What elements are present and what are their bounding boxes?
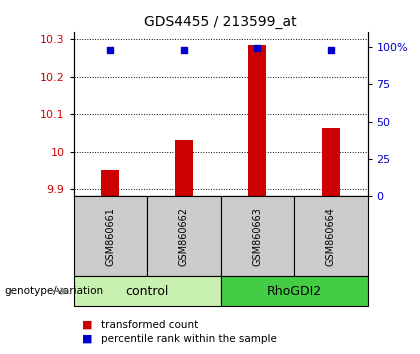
Text: GSM860664: GSM860664 (326, 207, 336, 266)
Bar (220, 276, 368, 306)
Text: genotype/variation: genotype/variation (4, 286, 103, 296)
Text: percentile rank within the sample: percentile rank within the sample (101, 334, 277, 344)
Bar (147, 196, 220, 276)
Point (254, 46, 261, 51)
Point (107, 47, 113, 53)
Bar (101, 170, 119, 196)
Bar (294, 196, 368, 276)
Text: GSM860662: GSM860662 (179, 207, 189, 266)
Text: GSM860663: GSM860663 (252, 207, 262, 266)
Bar (248, 45, 266, 196)
Bar (220, 196, 294, 276)
Point (328, 47, 334, 53)
Text: transformed count: transformed count (101, 320, 198, 330)
Bar (175, 140, 193, 196)
Bar (322, 129, 340, 196)
Text: ■: ■ (82, 334, 92, 344)
Text: RhoGDI2: RhoGDI2 (266, 285, 322, 298)
Bar (74, 276, 220, 306)
Text: ■: ■ (82, 320, 92, 330)
Point (181, 47, 187, 53)
Text: control: control (125, 285, 169, 298)
Title: GDS4455 / 213599_at: GDS4455 / 213599_at (144, 16, 297, 29)
Text: GSM860661: GSM860661 (105, 207, 115, 266)
Bar (74, 196, 147, 276)
